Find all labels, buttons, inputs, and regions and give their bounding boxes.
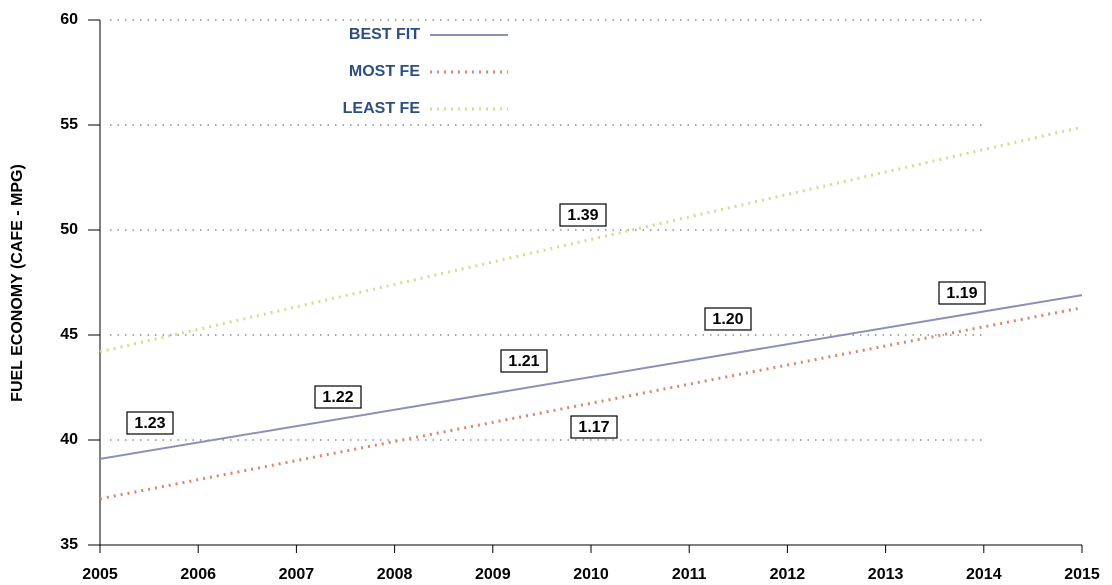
x-tick-label: 2015	[1064, 566, 1100, 583]
annotation-box	[500, 349, 548, 373]
x-tick-label: 2010	[573, 566, 609, 583]
series-line	[99, 125, 1083, 354]
x-tick-label: 2005	[82, 566, 118, 583]
annotation-box	[570, 415, 618, 439]
annotation: 1.17	[578, 419, 609, 436]
x-tick-label: 2009	[475, 566, 511, 583]
y-axis-label: FUEL ECONOMY (CAFE - MPG)	[9, 164, 26, 402]
annotation: 1.22	[322, 389, 353, 406]
y-tick-label: 40	[60, 431, 78, 448]
annotation: 1.20	[712, 311, 743, 328]
annotation-box	[704, 307, 752, 331]
annotation: 1.21	[508, 353, 539, 370]
x-tick-label: 2014	[966, 566, 1002, 583]
series-line	[99, 294, 1083, 460]
x-tick-label: 2013	[868, 566, 904, 583]
legend-label: MOST FE	[349, 63, 420, 80]
x-tick-label: 2006	[180, 566, 216, 583]
annotation-box	[314, 385, 362, 409]
annotation: 1.19	[946, 285, 977, 302]
annotation: 1.39	[567, 207, 598, 224]
annotation: 1.23	[134, 415, 165, 432]
annotation-box	[559, 203, 607, 227]
annotation-box	[938, 281, 986, 305]
x-tick-label: 2012	[770, 566, 806, 583]
x-tick-label: 2007	[279, 566, 315, 583]
x-tick-label: 2008	[377, 566, 413, 583]
y-tick-label: 55	[60, 116, 78, 133]
y-tick-label: 35	[60, 536, 78, 553]
y-tick-label: 50	[60, 221, 78, 238]
legend-label: BEST FIT	[349, 26, 420, 43]
y-tick-label: 60	[60, 11, 78, 28]
x-tick-label: 2011	[672, 566, 707, 583]
legend-label: LEAST FE	[343, 100, 421, 117]
series-line	[99, 306, 1083, 501]
annotation-box	[126, 411, 174, 435]
y-tick-label: 45	[60, 326, 78, 343]
